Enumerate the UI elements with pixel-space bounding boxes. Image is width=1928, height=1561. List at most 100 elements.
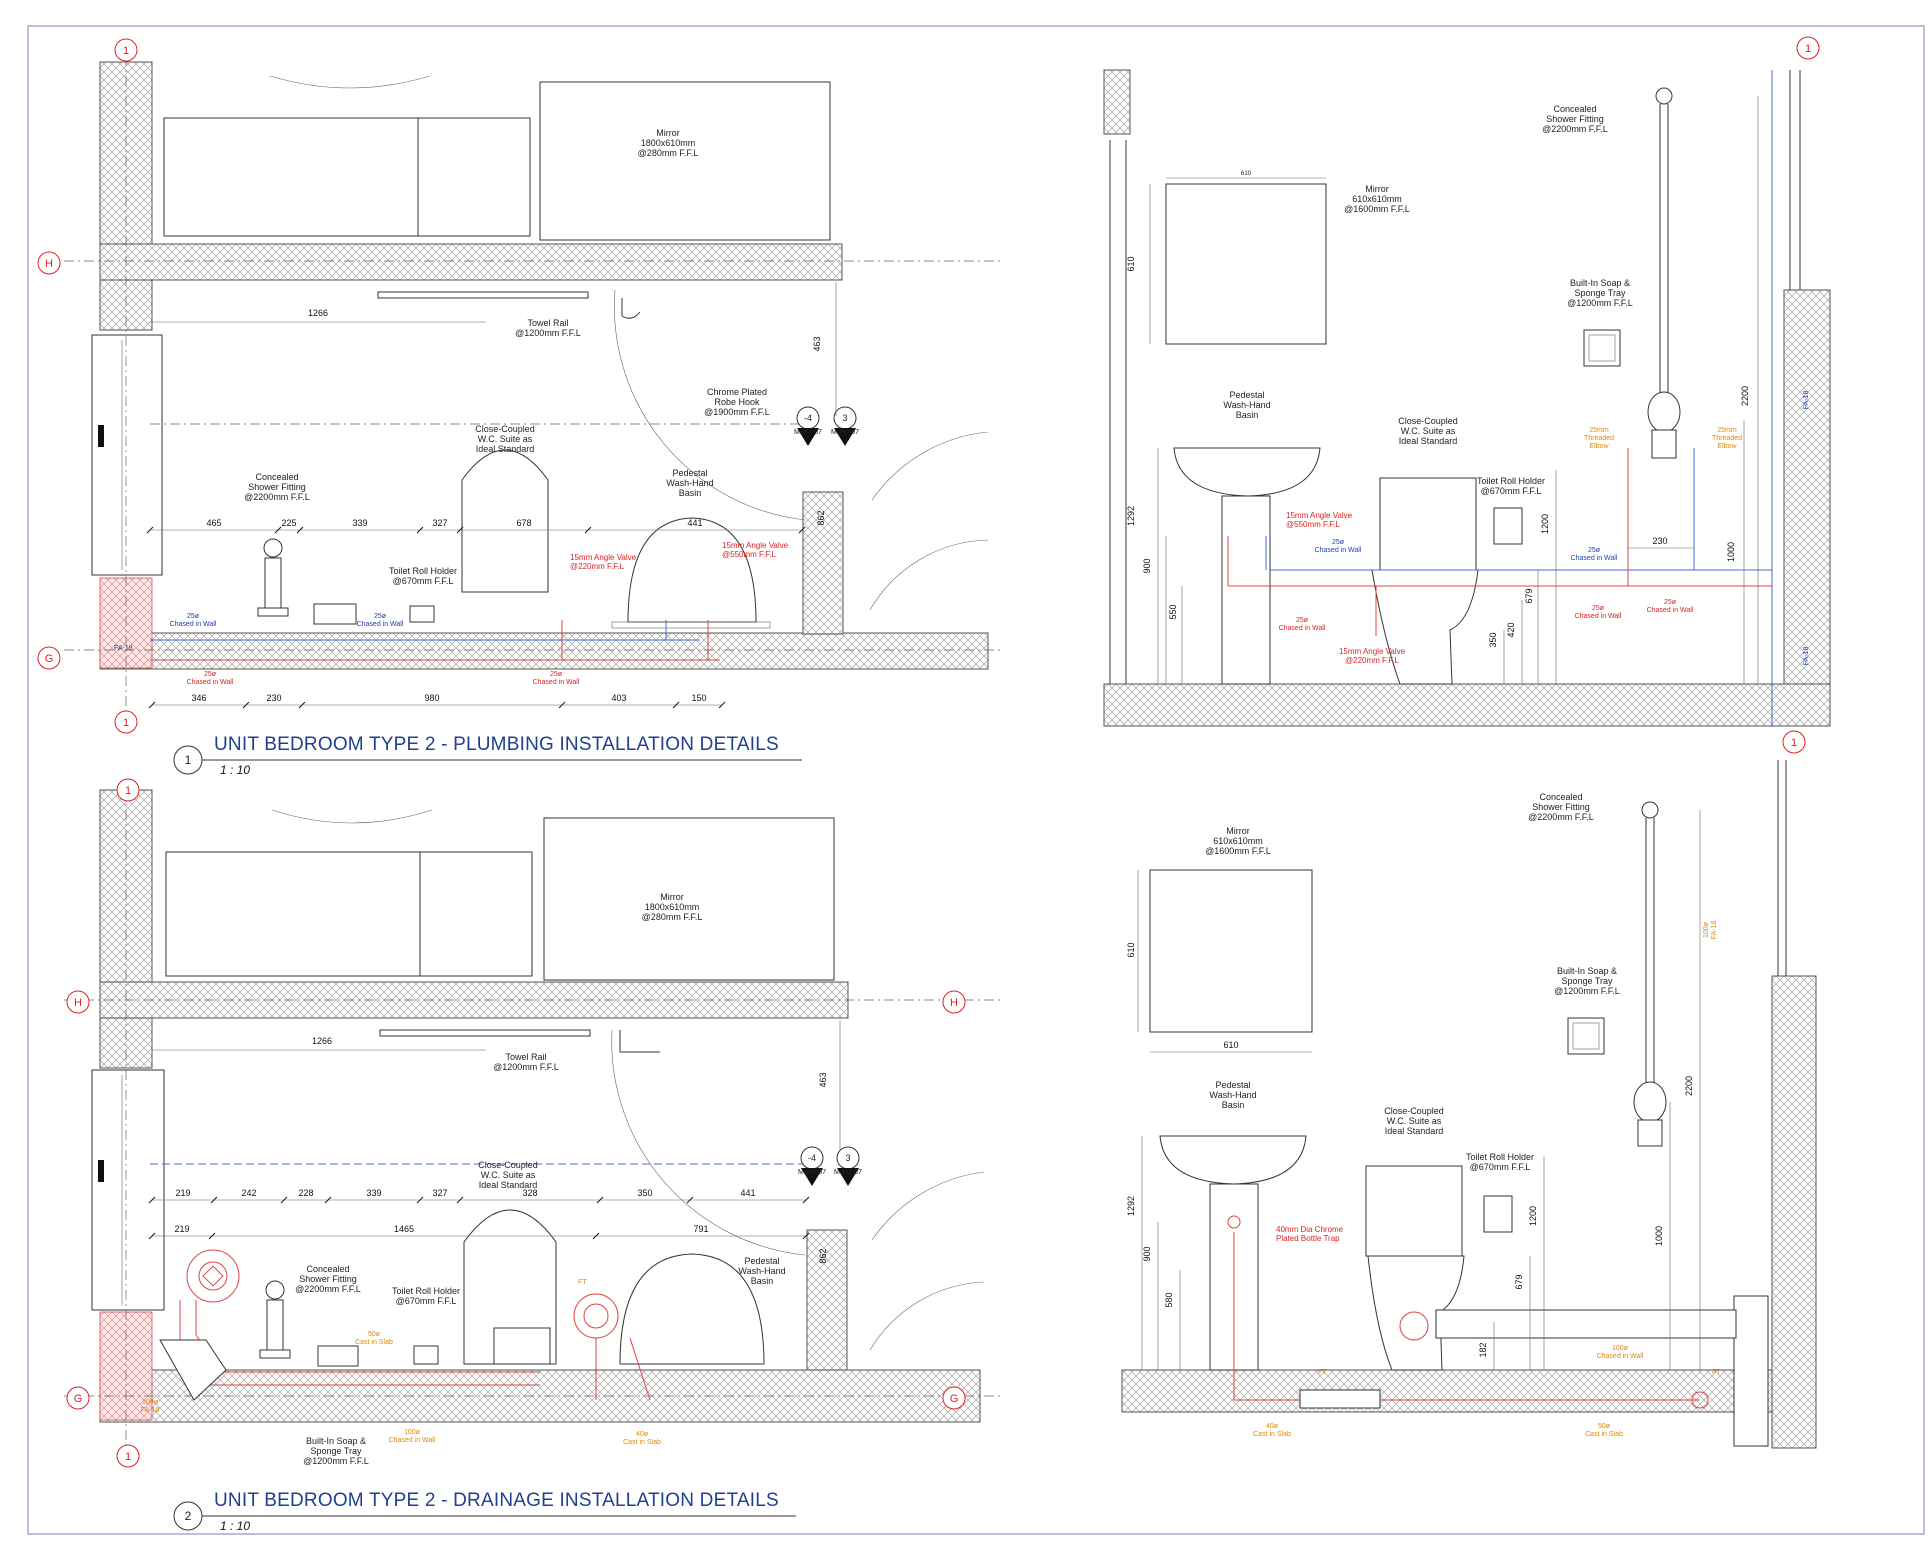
svg-text:420: 420	[1506, 622, 1516, 637]
grid-bubble-1-top-d: 1	[116, 778, 140, 802]
dimension-label: 441	[740, 1188, 755, 1198]
wall-left-elev	[1103, 69, 1131, 135]
shower-fitting-plan-d	[259, 1280, 291, 1359]
svg-text:1200: 1200	[1528, 1206, 1538, 1226]
grid-bubble-g: G	[37, 646, 61, 670]
wc-cistern-elev	[1379, 477, 1477, 571]
wc-elev-label-d: Close-Coupled W.C. Suite as Ideal Standard	[1384, 1106, 1444, 1136]
drainage-elevation: Mirror 610x610mm @1600mm F.F.L Pedestal Was…	[1121, 730, 1817, 1449]
fa-elev-2: FA-18	[1803, 647, 1810, 666]
wall-right-elev-d	[1771, 975, 1817, 1449]
svg-text:1000: 1000	[1726, 542, 1736, 562]
grid-bubble-1-elev-d: 1	[1782, 730, 1806, 754]
stack-label: 100ø FA-18	[141, 1399, 160, 1414]
valve-220-elev: 15mm Angle Valve @220mm F.F.L	[1339, 647, 1406, 665]
dimension-label: 346	[191, 693, 206, 703]
chased-b1: 25ø Chased in Wall	[1315, 539, 1362, 554]
dimension-label: 403	[611, 693, 626, 703]
dimension-label: 242	[241, 1188, 256, 1198]
svg-text:H: H	[74, 997, 82, 1009]
svg-text:M-PD-07: M-PD-07	[834, 1169, 862, 1176]
valve-550-label: 15mm Angle Valve @550mm F.F.L	[722, 541, 789, 559]
trap-label: 40mm Dia Chrome Plated Bottle Trap	[1276, 1225, 1344, 1243]
dimension-label: 339	[352, 518, 367, 528]
grid-bubble-g-right-d: G	[942, 1386, 966, 1410]
toilet-roll-plan	[409, 605, 435, 623]
wc-plan-d	[463, 1209, 557, 1365]
basin-label: Pedestal Wash-Hand Basin	[666, 468, 713, 498]
svg-text:-4: -4	[804, 413, 812, 423]
shower-label-d: Concealed Shower Fitting @2200mm F.F.L	[295, 1264, 361, 1294]
floor-slab-d	[1121, 1369, 1813, 1413]
basin-label-d: Pedestal Wash-Hand Basin	[738, 1256, 785, 1286]
dim-1266: 1266	[308, 308, 328, 318]
svg-text:900: 900	[1142, 1246, 1152, 1261]
svg-text:M-PD-07: M-PD-07	[798, 1169, 826, 1176]
ft-label-2: FT	[1712, 1369, 1721, 1376]
grid-bubble-h: H	[37, 251, 61, 275]
svg-text:610: 610	[1223, 1040, 1238, 1050]
wardrobe	[163, 117, 531, 237]
wall-bottom	[99, 632, 989, 670]
elbow-right-label: 25mm Threaded Elbow	[1712, 427, 1742, 450]
svg-text:1: 1	[185, 753, 192, 767]
dim-463: 463	[812, 336, 822, 351]
soap-elev-label: Built-In Soap & Sponge Tray @1200mm F.F.L	[1567, 278, 1633, 308]
dimension-label: 678	[516, 518, 531, 528]
dimension-label: 225	[281, 518, 296, 528]
ft-label-1: FT	[1318, 1369, 1327, 1376]
shower-elev-label: Concealed Shower Fitting @2200mm F.F.L	[1542, 104, 1608, 134]
valve-550-elev: 15mm Angle Valve @550mm F.F.L	[1286, 511, 1353, 529]
shower-fitting-elev-d	[1633, 801, 1667, 1147]
svg-text:G: G	[74, 1393, 83, 1405]
svg-text:1: 1	[125, 785, 131, 797]
floor-trap	[573, 1293, 619, 1339]
chased-label-1: 25ø Chased in Wall	[170, 613, 217, 628]
toilet-roll-elev-label: Toilet Roll Holder @670mm F.F.L	[1477, 476, 1545, 496]
slab-50-label: 50ø Cast in Slab	[355, 1331, 393, 1346]
wc-label-d: Close-Coupled W.C. Suite as Ideal Standard	[478, 1160, 538, 1190]
drain-stack	[159, 1339, 227, 1401]
svg-text:1: 1	[1791, 737, 1797, 749]
svg-text:350: 350	[1488, 632, 1498, 647]
dimension-label: 339	[366, 1188, 381, 1198]
svg-text:-4: -4	[808, 1153, 816, 1163]
dim-862: 862	[816, 510, 826, 525]
dimension-label: 441	[687, 518, 702, 528]
plumbing-scale: 1 : 10	[220, 763, 250, 777]
window-frame	[91, 334, 163, 576]
toilet-roll-elev	[1493, 507, 1523, 545]
soap-tray-plan	[313, 603, 357, 625]
dimension-label: 219	[174, 1224, 189, 1234]
drainage-scale: 1 : 10	[220, 1519, 250, 1533]
dimension-label: 219	[175, 1188, 190, 1198]
toilet-roll-elev-d	[1483, 1195, 1513, 1233]
drainage-title: UNIT BEDROOM TYPE 2 - DRAINAGE INSTALLAT…	[214, 1490, 779, 1511]
chased-label-3: 25ø Chased in Wall	[187, 671, 234, 686]
soap-elev-label-d: Built-In Soap & Sponge Tray @1200mm F.F.L	[1554, 966, 1620, 996]
vent-label: 100øFA-18	[1703, 921, 1718, 940]
mirror-elev-label: Mirror 610x610mm @1600mm F.F.L	[1344, 184, 1410, 214]
slab-100-label: 100ø Chased in Wall	[389, 1429, 436, 1444]
toilet-roll-label-d: Toilet Roll Holder @670mm F.F.L	[392, 1286, 460, 1306]
dimension-label: 1465	[394, 1224, 414, 1234]
wall-right-d	[806, 1229, 848, 1371]
shower-fitting-elev	[1647, 87, 1681, 459]
soap-label-d: Built-In Soap & Sponge Tray @1200mm F.F.L	[303, 1436, 369, 1466]
chased-r2: 25ø Chased in Wall	[1575, 605, 1622, 620]
slab-40-label: 40ø Cast in Slab	[623, 1431, 661, 1446]
soap-tray-elev	[1583, 329, 1621, 367]
svg-text:M-PD-07: M-PD-07	[831, 429, 859, 436]
chased-100-label: 100ø Chased in Wall	[1597, 1345, 1644, 1360]
basin-elev-label: Pedestal Wash-Hand Basin	[1223, 390, 1270, 420]
svg-text:2200: 2200	[1684, 1076, 1694, 1096]
dim-row-bottom: 346 230 980 403 150	[148, 693, 726, 709]
svg-text:1: 1	[123, 45, 129, 57]
section-tag-b: 3 M-PD-07	[831, 406, 859, 446]
svg-text:1: 1	[1805, 43, 1811, 55]
grid-bubble-1-elev: 1	[1796, 36, 1820, 60]
basin-elev-d	[1159, 1135, 1307, 1185]
section-tag-a: -4 M-PD-07	[794, 406, 822, 446]
wc-elev-label: Close-Coupled W.C. Suite as Ideal Standard	[1398, 416, 1458, 446]
sheet-border	[27, 25, 1925, 1535]
